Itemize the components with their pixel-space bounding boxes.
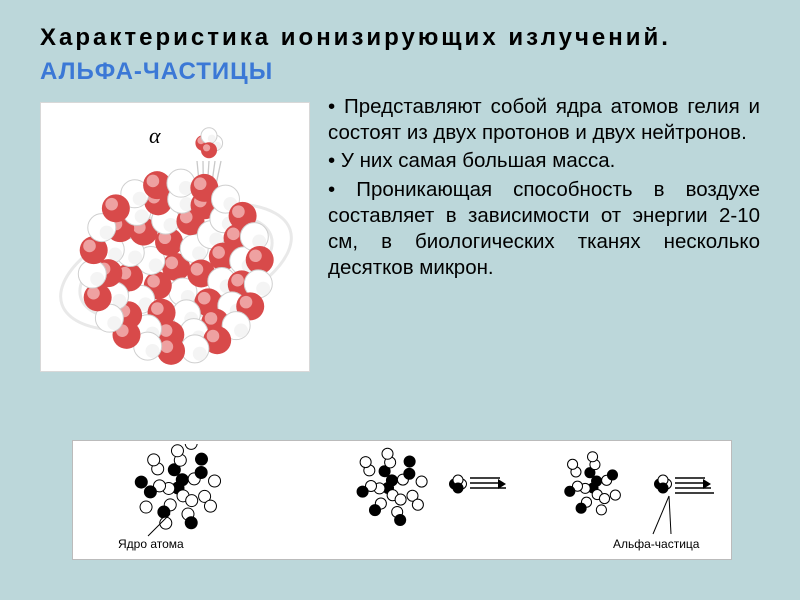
svg-text:Альфа-частица: Альфа-частица [613,537,700,551]
alpha-symbol: α [149,123,161,149]
content-row: α Представляют собой ядра атомов гелия и… [40,92,760,372]
bullet-list: Представляют собой ядра атомов гелия и с… [328,92,760,372]
bullet-1: Представляют собой ядра атомов гелия и с… [328,94,760,146]
decay-sequence-diagram: Ядро атома Альфа-частица [72,440,732,560]
alpha-decay-diagram: α [40,102,310,372]
bullet-3: Проникающая способность в воздухе состав… [328,177,760,282]
decay-sequence-svg: Ядро атома Альфа-частица [83,444,721,556]
svg-text:Ядро атома: Ядро атома [118,537,184,551]
slide-subtitle: АЛЬФА-ЧАСТИЦЫ [40,58,760,86]
nucleus-svg [41,103,311,373]
bullet-2: У них самая большая масса. [328,148,760,174]
slide: Характеристика ионизирующих излучений. А… [0,0,800,600]
slide-title: Характеристика ионизирующих излучений. [40,24,760,52]
